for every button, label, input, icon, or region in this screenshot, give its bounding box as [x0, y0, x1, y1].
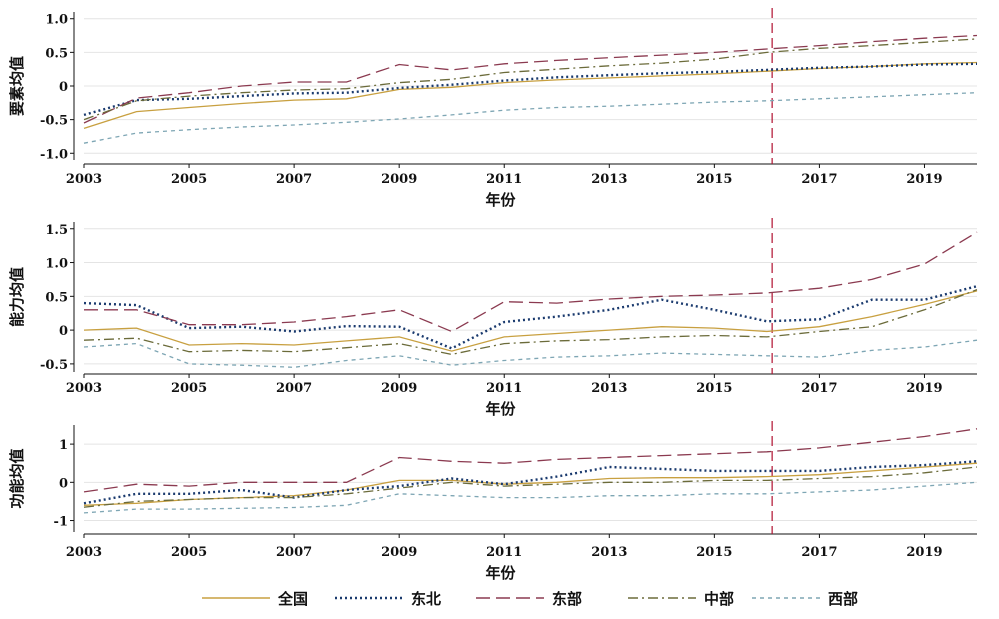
series-line-中部	[83, 38, 978, 121]
x-tick-label: 2005	[171, 545, 207, 560]
series-line-中部	[83, 288, 978, 356]
y-tick-label: 0.5	[45, 46, 68, 61]
x-tick-label: 2011	[486, 172, 522, 187]
legend-label: 东北	[411, 590, 441, 608]
x-tick-label: 2011	[486, 381, 522, 396]
x-tick-label: 2017	[801, 545, 837, 560]
x-tick-label: 2009	[381, 381, 417, 396]
x-tick-label: 2007	[276, 545, 312, 560]
x-tick-label: 2005	[171, 172, 207, 187]
y-tick-label: -1	[54, 515, 68, 530]
series-line-东北	[83, 62, 978, 117]
y-tick-label: 1.0	[45, 257, 68, 272]
y-tick-label: 0.5	[45, 290, 68, 305]
legend-label: 东部	[552, 590, 582, 608]
x-tick-label: 2019	[906, 172, 942, 187]
x-tick-label: 2015	[696, 381, 732, 396]
y-tick-label: -0.5	[40, 114, 68, 129]
y-tick-label: 0	[59, 324, 68, 339]
y-axis-label: 功能均值	[8, 448, 26, 508]
y-tick-label: 1.5	[45, 223, 68, 238]
y-tick-label: 1	[59, 438, 68, 453]
y-tick-label: 0	[59, 80, 68, 95]
legend-label: 西部	[828, 590, 858, 608]
x-tick-label: 2007	[276, 381, 312, 396]
y-tick-label: -1.0	[40, 147, 68, 162]
x-tick-label: 2003	[66, 172, 102, 187]
x-tick-label: 2013	[591, 545, 627, 560]
x-tick-label: 2013	[591, 381, 627, 396]
y-axis-label: 能力均值	[8, 267, 26, 327]
series-line-西部	[83, 92, 978, 144]
x-tick-label: 2017	[801, 381, 837, 396]
x-tick-label: 2003	[66, 545, 102, 560]
series-line-全国	[83, 290, 978, 352]
x-axis-label: 年份	[485, 191, 516, 209]
series-line-东部	[83, 34, 978, 124]
x-tick-label: 2005	[171, 381, 207, 396]
legend-label: 中部	[704, 590, 734, 608]
series-line-东部	[84, 231, 978, 333]
x-tick-label: 2015	[696, 545, 732, 560]
x-tick-label: 2011	[486, 545, 522, 560]
series-line-东部	[83, 428, 978, 493]
series-line-西部	[83, 339, 978, 368]
series-line-中部	[83, 466, 978, 508]
series-line-全国	[83, 61, 978, 130]
y-tick-label: 1.0	[45, 13, 68, 28]
x-tick-label: 2007	[276, 172, 312, 187]
legend-label: 全国	[277, 590, 308, 608]
x-tick-label: 2019	[906, 545, 942, 560]
x-tick-label: 2009	[381, 172, 417, 187]
x-axis-label: 年份	[485, 400, 516, 418]
y-tick-label: 0	[59, 476, 68, 491]
series-line-东北	[83, 285, 978, 350]
x-tick-label: 2013	[591, 172, 627, 187]
x-tick-label: 2017	[801, 172, 837, 187]
x-tick-label: 2003	[66, 381, 102, 396]
x-tick-label: 2019	[906, 381, 942, 396]
x-tick-label: 2009	[381, 545, 417, 560]
x-axis-label: 年份	[485, 564, 516, 582]
x-tick-label: 2015	[696, 172, 732, 187]
series-line-西部	[83, 481, 978, 514]
y-axis-label: 要素均值	[8, 56, 26, 116]
y-tick-label: -0.5	[40, 358, 68, 373]
